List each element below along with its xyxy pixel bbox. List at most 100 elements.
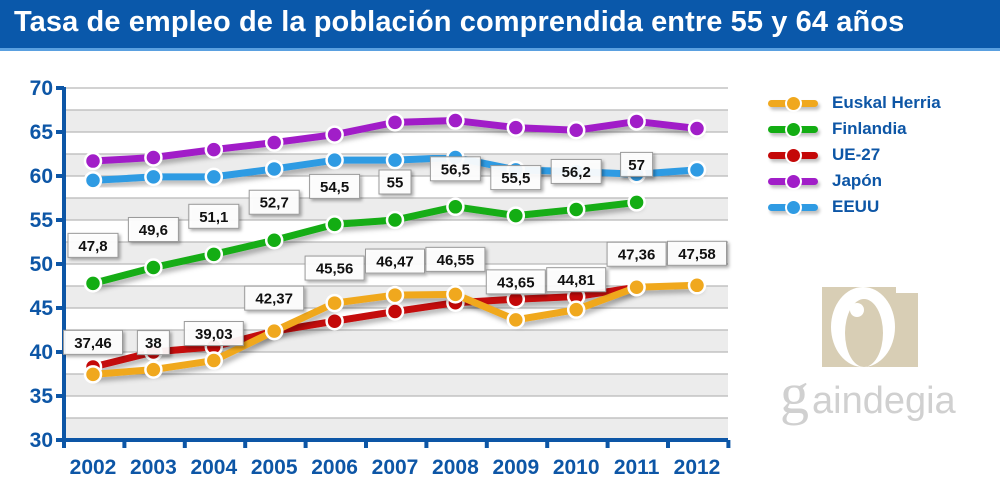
data-point[interactable] <box>204 245 224 264</box>
data-point[interactable] <box>325 125 344 144</box>
data-point[interactable] <box>385 302 405 321</box>
data-label-text: 47,36 <box>618 247 656 264</box>
data-label-text: 51,1 <box>199 209 228 226</box>
series-finlandia <box>83 193 646 293</box>
data-point[interactable] <box>385 210 405 230</box>
data-point[interactable] <box>144 360 163 379</box>
plot-band <box>64 374 728 396</box>
data-label-box <box>490 165 542 191</box>
data-label-text: 55,5 <box>501 170 530 187</box>
data-label: 46,55 <box>425 246 486 272</box>
data-label: 47,8 <box>67 232 119 258</box>
data-label: 55 <box>378 169 412 195</box>
data-label-box <box>365 248 425 274</box>
data-point[interactable] <box>446 197 465 217</box>
data-point[interactable] <box>385 285 405 305</box>
data-label-box <box>188 203 240 229</box>
data-point[interactable] <box>264 321 284 341</box>
x-tick-label: 2010 <box>553 456 600 479</box>
data-label: 56,2 <box>550 158 602 184</box>
data-label-text: 47,8 <box>78 238 107 255</box>
data-point[interactable] <box>566 120 586 140</box>
data-point[interactable] <box>506 206 526 225</box>
legend-line-marker-icon <box>768 147 822 164</box>
data-point[interactable] <box>566 300 586 319</box>
data-point[interactable] <box>627 112 646 131</box>
data-point[interactable] <box>325 311 344 331</box>
data-point[interactable] <box>566 200 586 219</box>
data-point[interactable] <box>83 151 103 171</box>
data-label-text: 39,03 <box>195 326 233 343</box>
data-label: 38 <box>136 330 170 356</box>
data-labels-layer: 47,8 49,6 51,1 52,7 54,5 55 56,5 55,5 56,2 57 37,4… <box>63 151 727 356</box>
data-point[interactable] <box>83 365 103 384</box>
x-tick-label: 2009 <box>492 456 539 479</box>
legend-label: EEUU <box>832 197 880 216</box>
data-point[interactable] <box>144 148 163 167</box>
data-label-text: 44,81 <box>557 272 595 289</box>
data-point[interactable] <box>687 160 707 180</box>
data-label-box <box>425 246 486 272</box>
legend-item-finlandia[interactable]: Finlandia <box>768 116 941 142</box>
data-label-text: 46,55 <box>437 252 475 269</box>
data-point[interactable] <box>385 113 405 132</box>
data-point[interactable] <box>506 118 526 137</box>
x-tick-label: 2002 <box>70 456 117 479</box>
data-point[interactable] <box>264 230 284 250</box>
legend-label: Finlandia <box>832 119 907 138</box>
data-point[interactable] <box>144 258 163 277</box>
data-point[interactable] <box>204 140 224 159</box>
legend-item-ue-27[interactable]: UE-27 <box>768 142 941 168</box>
data-label: 46,47 <box>365 248 425 274</box>
data-point[interactable] <box>83 171 103 190</box>
legend-item-eeuu[interactable]: EEUU <box>768 194 941 220</box>
data-label-box <box>667 240 727 266</box>
x-tick-label: 2012 <box>674 456 721 479</box>
data-label-box <box>67 232 119 258</box>
data-point[interactable] <box>506 310 526 330</box>
data-label-text: 56,5 <box>441 161 470 178</box>
data-point[interactable] <box>325 150 344 170</box>
data-label-box <box>606 241 667 267</box>
data-point[interactable] <box>627 277 646 297</box>
data-point[interactable] <box>83 274 103 293</box>
legend-label: UE-27 <box>832 145 881 164</box>
data-point[interactable] <box>144 167 163 187</box>
logo-g-glyph: g <box>780 361 809 426</box>
logo-text: aindegia <box>812 380 957 422</box>
data-label-text: 45,56 <box>316 261 354 278</box>
data-label: 51,1 <box>188 203 240 229</box>
x-tick-label: 2011 <box>614 456 660 479</box>
data-label: 52,7 <box>248 189 300 215</box>
legend-label: Euskal Herria <box>832 93 941 112</box>
data-point[interactable] <box>264 133 284 152</box>
plot-band <box>64 418 728 440</box>
y-tick-label: 65 <box>30 121 54 144</box>
y-tick-label: 50 <box>30 253 53 276</box>
data-label: 56,5 <box>429 156 481 182</box>
legend-item-japon[interactable]: Japón <box>768 168 941 194</box>
data-point[interactable] <box>687 276 707 295</box>
legend-item-euskal-herria[interactable]: Euskal Herria <box>768 90 941 116</box>
data-point[interactable] <box>687 119 707 138</box>
data-point[interactable] <box>385 150 405 170</box>
data-point[interactable] <box>446 111 465 130</box>
x-tick-label: 2006 <box>311 456 358 479</box>
series-line <box>89 283 641 371</box>
data-point[interactable] <box>264 159 284 179</box>
data-point[interactable] <box>204 167 224 187</box>
y-tick-label: 55 <box>30 209 54 232</box>
x-tick-label: 2003 <box>130 456 177 479</box>
legend-label: Japón <box>832 171 883 190</box>
data-point[interactable] <box>204 351 224 370</box>
data-point[interactable] <box>627 193 646 212</box>
plot-band <box>64 132 728 154</box>
data-point[interactable] <box>446 285 465 304</box>
data-point[interactable] <box>325 293 344 313</box>
y-tick-label: 70 <box>30 77 53 100</box>
data-label-text: 38 <box>145 335 162 352</box>
data-point[interactable] <box>325 215 344 234</box>
data-label-box <box>550 158 602 184</box>
series-jap-n <box>83 111 707 171</box>
